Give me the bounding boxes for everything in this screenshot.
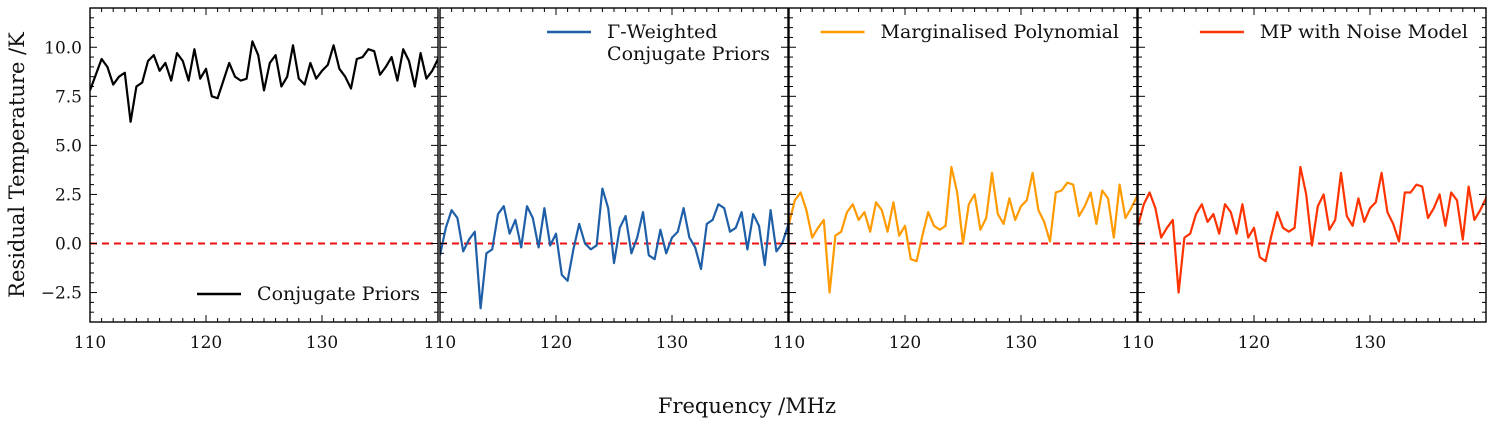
- series-line: [440, 187, 788, 310]
- y-tick-label: 10.0: [44, 38, 82, 58]
- legend: Marginalised Polynomial: [820, 21, 1119, 43]
- x-tick-label: 120: [1238, 333, 1270, 353]
- y-tick-label: −2.5: [41, 284, 82, 304]
- x-tick-label: 130: [656, 333, 688, 353]
- y-axis-title: Residual Temperature /K: [5, 32, 29, 298]
- legend-label: Marginalised Polynomial: [881, 21, 1119, 43]
- x-tick-label: 120: [540, 333, 572, 353]
- legend-label: Conjugate Priors: [257, 283, 420, 305]
- legend-label: MP with Noise Model: [1260, 21, 1468, 43]
- legend-label: Γ-Weighted: [607, 21, 717, 43]
- legend: Conjugate Priors: [197, 283, 420, 305]
- series-line: [90, 40, 438, 123]
- panel-1: 110 120 130 −2.5 0.0 2.5 5.0 7.5 10.0 Conjugate P…: [41, 7, 439, 353]
- x-tick-label: 110: [424, 333, 456, 353]
- x-tick-label: 130: [1005, 333, 1037, 353]
- series-line: [789, 165, 1137, 294]
- series-line: [1138, 165, 1486, 294]
- x-tick-label: 120: [190, 333, 222, 353]
- panel-frame: [89, 7, 439, 323]
- x-axis-title: Frequency /MHz: [658, 394, 836, 418]
- x-tick-label: 120: [889, 333, 921, 353]
- x-tick-label: 110: [773, 333, 805, 353]
- panel-4: 110 120 130 MP with Noise Model: [1122, 7, 1487, 353]
- x-tick-label: 130: [306, 333, 338, 353]
- panel-frame: [788, 7, 1138, 323]
- x-tick-label: 110: [74, 333, 106, 353]
- legend-label: Conjugate Priors: [607, 43, 770, 65]
- panel-frame: [1137, 7, 1487, 323]
- y-tick-label: 2.5: [55, 185, 82, 205]
- y-tick-label: 7.5: [55, 87, 82, 107]
- legend: MP with Noise Model: [1199, 21, 1468, 43]
- x-tick-label: 110: [1122, 333, 1154, 353]
- y-tick-label: 5.0: [55, 136, 82, 156]
- panel-3: 110 120 130 Marginalised Polynomial: [773, 7, 1138, 353]
- y-tick-label: 0.0: [55, 235, 82, 255]
- x-tick-label: 130: [1354, 333, 1386, 353]
